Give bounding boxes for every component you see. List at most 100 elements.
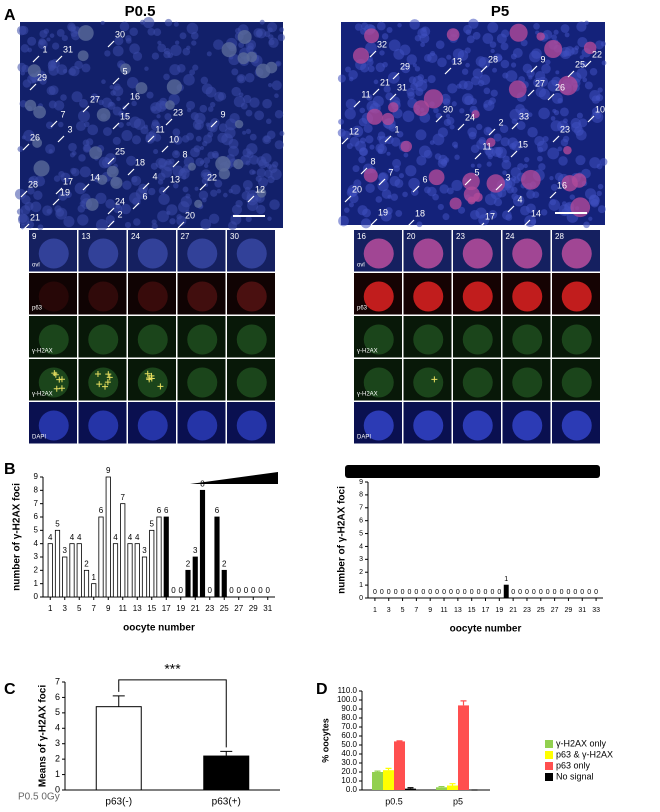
nucleus (58, 121, 64, 128)
nucleus (205, 86, 217, 98)
nucleus (337, 74, 346, 83)
focus-mark (102, 383, 109, 390)
nucleus (361, 22, 369, 30)
arrow (360, 167, 368, 175)
cell-label: 25 (575, 59, 585, 69)
inset-nucleus (236, 367, 267, 398)
inset-nucleus (363, 410, 394, 441)
nucleus (523, 163, 528, 169)
cell-label: 6 (422, 174, 427, 184)
y-tick-label: 7 (55, 676, 60, 686)
nucleus (446, 54, 452, 60)
nucleus (39, 77, 47, 85)
nucleus (386, 151, 391, 156)
arrow (107, 157, 115, 165)
nucleus (433, 107, 439, 114)
inset-nucleus (88, 281, 119, 312)
nucleus (584, 81, 593, 90)
bar (141, 556, 148, 598)
oocyte (166, 79, 183, 95)
nucleus (189, 69, 196, 76)
nucleus (71, 91, 83, 103)
nucleus (353, 179, 362, 188)
inset-column-label: 13 (82, 232, 91, 241)
nucleus (590, 199, 599, 208)
cell-label: 5 (474, 167, 479, 177)
bar (105, 476, 111, 598)
arrow (412, 185, 420, 193)
nucleus (116, 96, 121, 102)
nucleus (195, 157, 205, 167)
nucleus (502, 179, 513, 189)
nucleus (43, 28, 50, 34)
nucleus (511, 186, 518, 194)
nucleus (179, 168, 186, 174)
nucleus (34, 175, 46, 187)
bar (405, 788, 416, 790)
x-tick-label: 23 (523, 607, 531, 614)
nucleus (65, 191, 72, 198)
nucleus (563, 118, 568, 124)
y-tick-label: 1 (34, 579, 39, 588)
oocyte (471, 110, 480, 119)
nucleus (377, 144, 388, 155)
arrow (55, 187, 63, 195)
arrow (507, 205, 515, 213)
cell-label: 7 (388, 167, 393, 177)
nucleus (538, 107, 550, 120)
data-label: 6 (215, 506, 220, 515)
nucleus (236, 73, 246, 84)
nucleus (381, 33, 389, 40)
cell-label: 28 (28, 179, 38, 189)
nucleus (68, 68, 76, 76)
arrow (389, 93, 397, 101)
nucleus (81, 63, 91, 73)
x-tick-label: 15 (147, 604, 156, 613)
data-label: 8 (200, 479, 205, 488)
inset-column-label: 28 (555, 232, 564, 241)
nucleus (194, 122, 202, 130)
data-label: 7 (121, 493, 126, 502)
x-tick-label: 17 (482, 607, 490, 614)
nucleus (338, 118, 345, 125)
nucleus (547, 147, 560, 160)
nucleus (451, 101, 457, 107)
nucleus (414, 66, 421, 72)
nucleus (564, 32, 570, 38)
nucleus (131, 176, 138, 183)
bar (394, 741, 405, 790)
nucleus (407, 91, 415, 100)
cell-label: 18 (415, 208, 425, 218)
nucleus (489, 41, 497, 48)
x-tick-label: 5 (401, 607, 405, 614)
legend-label: p63 only (556, 760, 591, 770)
arrow (162, 185, 170, 193)
x-tick-label: 31 (578, 607, 586, 614)
legend-swatch (545, 751, 553, 759)
nucleus (173, 135, 183, 145)
inset-nucleus (38, 410, 69, 441)
nucleus (275, 60, 282, 67)
x-tick-label: 33 (592, 607, 600, 614)
nucleus (155, 157, 167, 169)
nucleus (387, 194, 392, 200)
nucleus (345, 66, 352, 73)
nucleus (527, 126, 538, 138)
x-tick-label: 5 (77, 604, 82, 613)
nucleus (133, 218, 141, 226)
nucleus (265, 118, 272, 125)
cell-label: 15 (120, 111, 130, 121)
nucleus (163, 50, 171, 59)
oocyte (413, 100, 430, 117)
cell-label: 23 (173, 107, 183, 117)
nucleus (100, 20, 105, 25)
nucleus (505, 214, 513, 221)
data-label: 0 (179, 586, 184, 595)
nucleus (133, 118, 146, 130)
data-label: 0 (380, 589, 384, 596)
nucleus (78, 110, 90, 122)
nucleus (383, 85, 391, 93)
oocyte (388, 102, 399, 113)
nucleus (583, 221, 590, 229)
y-tick-label: 3 (55, 738, 60, 748)
